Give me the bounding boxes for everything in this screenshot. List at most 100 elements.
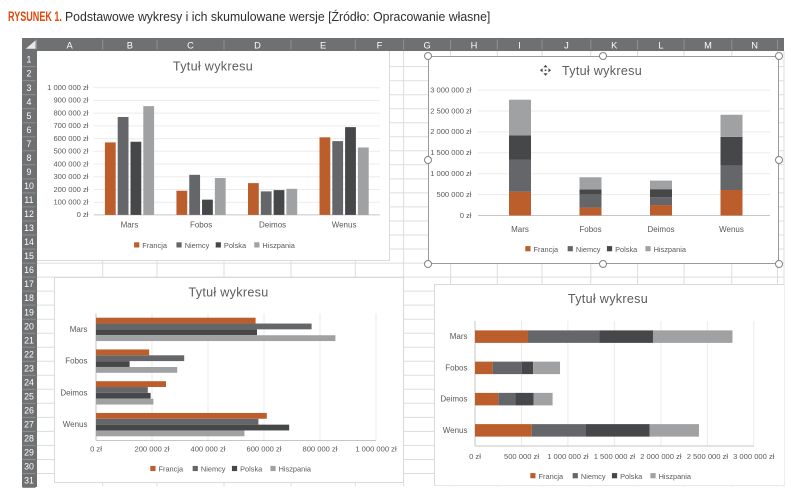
svg-text:Francja: Francja [159,465,184,474]
svg-text:K: K [611,40,618,50]
svg-text:0 zł: 0 zł [460,211,472,220]
svg-text:Hiszpania: Hiszpania [654,245,687,254]
svg-text:I: I [518,40,521,50]
svg-text:Niemcy: Niemcy [576,245,601,254]
svg-text:Tytuł wykresu: Tytuł wykresu [172,60,252,74]
svg-text:3 000 000 zł: 3 000 000 zł [430,86,472,95]
svg-text:600 000 zł: 600 000 zł [53,134,88,143]
svg-text:3 000 000 zł: 3 000 000 zł [733,452,775,461]
svg-text:800 000 zł: 800 000 zł [303,444,338,453]
svg-text:Fobos: Fobos [579,225,601,234]
svg-text:Hiszpania: Hiszpania [262,241,295,250]
svg-text:400 000 zł: 400 000 zł [191,444,226,453]
svg-text:9: 9 [27,167,32,177]
svg-text:2: 2 [27,69,32,79]
svg-text:Tytuł wykresu: Tytuł wykresu [568,292,648,306]
svg-text:22: 22 [24,349,34,359]
svg-text:H: H [471,40,478,50]
svg-text:Deimos: Deimos [60,388,87,397]
svg-text:Hiszpania: Hiszpania [279,465,312,474]
svg-text:Mars: Mars [450,332,468,341]
svg-text:Fobos: Fobos [189,220,211,229]
svg-text:27: 27 [24,420,34,430]
svg-text:6: 6 [27,125,32,135]
svg-text:28: 28 [24,434,34,444]
svg-text:B: B [127,40,133,50]
svg-text:Polska: Polska [615,245,638,254]
svg-text:17: 17 [24,279,34,289]
svg-text:29: 29 [24,448,34,458]
svg-text:1: 1 [27,55,32,65]
svg-text:2 000 000 zł: 2 000 000 zł [430,127,472,136]
svg-text:M: M [704,40,712,50]
svg-text:16: 16 [24,265,34,275]
svg-text:3: 3 [27,83,32,93]
svg-text:0 zł: 0 zł [90,444,102,453]
svg-text:12: 12 [24,209,34,219]
svg-text:31: 31 [24,476,34,486]
svg-text:23: 23 [24,363,34,373]
svg-text:14: 14 [24,237,34,247]
svg-text:Polska: Polska [240,465,263,474]
svg-text:30: 30 [24,462,34,472]
svg-text:Mars: Mars [120,220,138,229]
svg-text:Wenus: Wenus [443,426,468,435]
svg-text:D: D [254,40,261,50]
svg-text:Mars: Mars [511,225,529,234]
svg-text:300 000 zł: 300 000 zł [53,172,88,181]
svg-text:Wenus: Wenus [63,420,88,429]
svg-text:24: 24 [24,377,34,387]
svg-text:1 500 000 zł: 1 500 000 zł [430,148,472,157]
svg-text:800 000 zł: 800 000 zł [53,108,88,117]
svg-text:J: J [564,40,569,50]
svg-text:1 000 000 zł: 1 000 000 zł [47,83,89,92]
svg-text:Niemcy: Niemcy [201,465,226,474]
svg-text:500 000 zł: 500 000 zł [504,452,539,461]
svg-text:Tytuł wykresu: Tytuł wykresu [562,64,642,78]
svg-text:Francja: Francja [534,245,559,254]
svg-text:Deimos: Deimos [647,225,674,234]
svg-text:C: C [187,40,194,50]
svg-text:200 000 zł: 200 000 zł [53,185,88,194]
svg-text:Francja: Francja [539,472,565,481]
svg-text:Francja: Francja [142,241,168,250]
svg-text:L: L [658,40,663,50]
svg-text:700 000 zł: 700 000 zł [53,121,88,130]
svg-text:600 000 zł: 600 000 zł [247,444,282,453]
svg-text:0 zł: 0 zł [469,452,481,461]
svg-text:20: 20 [24,321,34,331]
svg-text:Deimos: Deimos [259,220,286,229]
svg-text:Polska: Polska [620,472,643,481]
svg-text:G: G [423,40,430,50]
svg-text:100 000 zł: 100 000 zł [53,198,88,207]
svg-text:4: 4 [27,97,32,107]
svg-text:0 zł: 0 zł [76,210,88,219]
svg-text:15: 15 [24,251,34,261]
svg-text:Wenus: Wenus [719,225,744,234]
svg-text:10: 10 [24,181,34,191]
svg-text:500 000 zł: 500 000 zł [437,190,472,199]
svg-text:2 000 000 zł: 2 000 000 zł [640,452,682,461]
svg-text:18: 18 [24,293,34,303]
svg-text:Niemcy: Niemcy [581,472,606,481]
svg-text:Hiszpania: Hiszpania [659,472,692,481]
svg-text:5: 5 [27,111,32,121]
svg-text:400 000 zł: 400 000 zł [53,159,88,168]
svg-text:Wenus: Wenus [331,220,356,229]
svg-text:21: 21 [24,335,34,345]
svg-text:200 000 zł: 200 000 zł [135,444,170,453]
svg-text:Polska: Polska [223,241,246,250]
svg-text:2 500 000 zł: 2 500 000 zł [687,452,729,461]
svg-text:N: N [751,40,758,50]
svg-text:8: 8 [27,153,32,163]
svg-text:A: A [66,40,73,50]
svg-text:1 000 000 zł: 1 000 000 zł [355,444,397,453]
svg-text:7: 7 [27,139,32,149]
svg-text:Fobos: Fobos [445,363,467,372]
svg-text:1 000 000 zł: 1 000 000 zł [430,169,472,178]
svg-text:900 000 zł: 900 000 zł [53,96,88,105]
svg-text:E: E [320,40,326,50]
svg-text:Niemcy: Niemcy [184,241,209,250]
svg-text:Tytuł wykresu: Tytuł wykresu [188,285,268,299]
svg-text:Mars: Mars [70,325,88,334]
